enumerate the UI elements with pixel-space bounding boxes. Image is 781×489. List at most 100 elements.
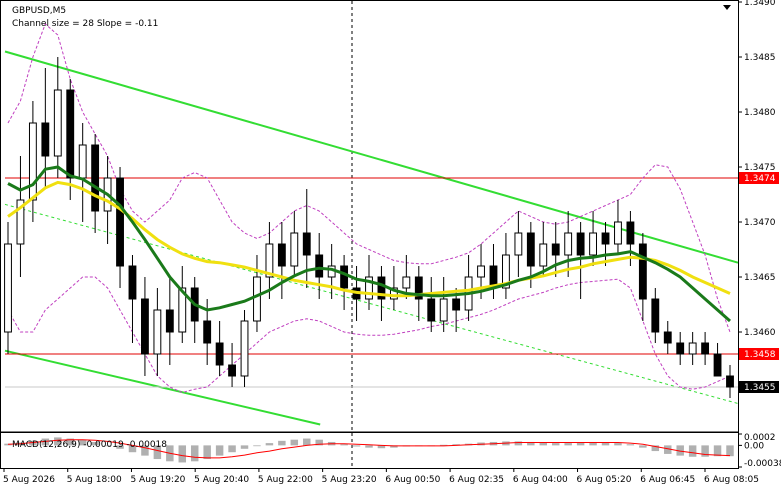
macd-tick-label: 0.0002: [744, 433, 776, 443]
macd-histogram-bar: [639, 445, 647, 448]
candle-body: [601, 232, 610, 245]
macd-histogram-bar: [4, 443, 12, 446]
candle-body: [576, 232, 585, 256]
macd-histogram-bar: [676, 445, 684, 456]
candle-body: [228, 364, 236, 377]
candle-body: [676, 342, 685, 355]
macd-histogram-bar: [576, 442, 585, 446]
macd-histogram-bar: [190, 445, 199, 462]
macd-signal-line: [7, 439, 731, 459]
candle-body: [439, 298, 448, 322]
candle-body: [28, 122, 37, 201]
price-tick-label: 1.3490: [744, 0, 776, 8]
macd-histogram-bar: [551, 443, 560, 446]
candle-body: [651, 298, 660, 333]
macd-histogram-bar: [365, 445, 373, 448]
level-price-tag: [739, 348, 779, 360]
candle-body: [365, 276, 373, 300]
candle-body: [502, 254, 510, 289]
candle-body: [53, 89, 62, 157]
macd-histogram-bar: [452, 444, 460, 446]
time-tick-label: 6 Aug 04:00: [513, 475, 568, 485]
macd-label: MACD(12,26,9) -0.00019 -0.00018: [12, 440, 167, 450]
price-tick-label: 1.3470: [744, 218, 776, 228]
macd-histogram-bar: [601, 442, 610, 446]
scroll-arrow-icon[interactable]: [723, 5, 731, 10]
macd-histogram-bar: [377, 445, 386, 449]
candle-body: [116, 177, 124, 267]
macd-histogram-bar: [589, 441, 597, 446]
macd-histogram-bar: [564, 443, 572, 446]
macd-histogram-bar: [228, 445, 236, 453]
candle-body: [91, 144, 100, 212]
candle-body: [78, 144, 87, 179]
macd-histogram-bar: [253, 445, 261, 447]
macd-histogram-bar: [651, 445, 660, 452]
macd-histogram-bar: [141, 445, 149, 456]
time-tick-label: 5 Aug 20:40: [194, 475, 249, 485]
candle-body: [315, 254, 324, 278]
candle-body: [340, 265, 349, 289]
channel-lower-line: [4, 349, 321, 426]
price-tick-label: 1.3485: [744, 53, 776, 63]
macd-histogram-bar: [390, 445, 398, 448]
candle-body: [165, 309, 174, 333]
macd-histogram-bar: [713, 445, 722, 457]
candle-body: [141, 298, 149, 355]
candle-body: [402, 276, 411, 289]
price-tick-label: 1.3475: [744, 163, 776, 173]
candle-body: [253, 276, 261, 322]
candle-body: [663, 331, 672, 344]
macd-histogram-bar: [539, 442, 548, 446]
level-price-label: 1.3458: [744, 350, 776, 360]
bollinger-upper-line: [7, 23, 731, 333]
chart-symbol: GBPUSD,M5: [12, 6, 66, 16]
macd-histogram-bar: [664, 445, 672, 454]
macd-histogram-bar: [303, 438, 311, 446]
channel-info: Channel size = 28 Slope = -0.11: [12, 19, 158, 29]
macd-histogram-bar: [29, 440, 37, 446]
price-tick-label: 1.3465: [744, 273, 776, 283]
time-tick-label: 5 Aug 19:20: [130, 475, 185, 485]
macd-histogram-bar: [240, 445, 249, 449]
time-tick-label: 6 Aug 06:45: [640, 475, 695, 485]
time-tick-label: 6 Aug 02:35: [449, 475, 504, 485]
candle-body: [153, 309, 162, 355]
macd-histogram-bar: [128, 445, 137, 453]
candle-body: [638, 243, 647, 300]
candle-body: [66, 89, 75, 179]
time-tick-label: 6 Aug 00:50: [385, 475, 440, 485]
macd-histogram-bar: [688, 445, 697, 457]
macd-pane: [0, 432, 739, 469]
candle-body: [265, 243, 274, 278]
time-tick-label: 5 Aug 22:00: [258, 475, 313, 485]
price-tick-label: 1.3460: [744, 328, 776, 338]
price-pane: [0, 0, 739, 468]
macd-histogram-bar: [203, 445, 211, 460]
candle-body: [178, 287, 187, 333]
candle-body: [626, 221, 635, 245]
candle-body: [526, 232, 535, 267]
candle-body: [302, 232, 311, 256]
candle-body: [389, 287, 398, 300]
candle-body: [277, 243, 286, 267]
time-tick-label: 6 Aug 05:20: [577, 475, 632, 485]
candle-body: [551, 243, 560, 256]
candle-body: [4, 243, 12, 333]
time-tick-label: 5 Aug 2026: [3, 475, 55, 485]
candle-body: [452, 298, 461, 311]
macd-histogram-bar: [41, 438, 50, 446]
macd-histogram-bar: [103, 445, 112, 447]
macd-histogram-bar: [701, 445, 709, 457]
candle-body: [539, 243, 548, 267]
macd-histogram-bar: [290, 439, 299, 446]
current-price-label: 1.3455: [744, 383, 776, 393]
candle-body: [215, 342, 224, 366]
time-tick-label: 6 Aug 08:05: [704, 475, 759, 485]
candle-body: [377, 276, 386, 300]
candle-body: [427, 298, 436, 322]
candle-body: [414, 276, 423, 300]
candle-body: [41, 122, 50, 157]
